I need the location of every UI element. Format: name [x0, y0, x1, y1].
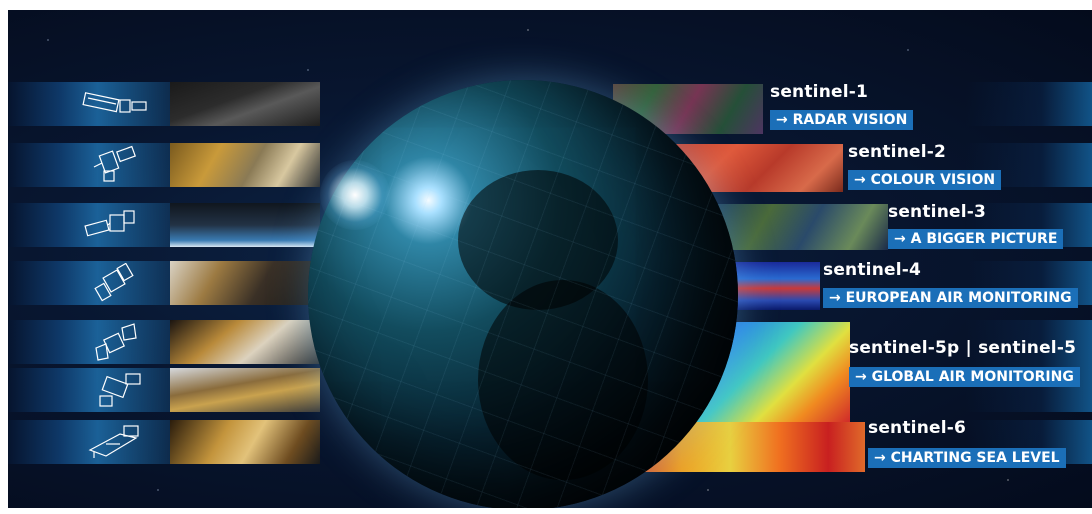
sentinel-5-satellite-icon — [60, 368, 170, 412]
sentinel-1-tagline-button[interactable]: → RADAR VISION — [770, 110, 914, 130]
sentinel-6-title: sentinel-6 — [868, 418, 967, 438]
sentinel-3-title: sentinel-3 — [888, 202, 987, 222]
sentinel-1-title: sentinel-1 — [770, 82, 869, 102]
sentinel-5p-photo — [170, 320, 320, 364]
arrow-right-icon: → — [874, 450, 886, 466]
sentinel-5p-satellite-icon — [60, 320, 170, 364]
sentinel-6-tagline-button[interactable]: → CHARTING SEA LEVEL — [868, 448, 1066, 468]
bigger-picture-image — [713, 204, 888, 250]
sentinel-5-title: sentinel-5p | sentinel-5 — [849, 338, 1077, 358]
sun-flare — [320, 160, 390, 230]
sentinel-3-tagline: A BIGGER PICTURE — [910, 231, 1058, 247]
sentinel-6-photo — [170, 420, 320, 464]
earth-globe — [308, 80, 738, 508]
arrow-right-icon: → — [894, 231, 906, 247]
sentinel-5-photo — [170, 368, 320, 412]
sentinel-2-tagline-button[interactable]: → COLOUR VISION — [848, 170, 1002, 190]
globe-grid — [308, 80, 738, 508]
arrow-right-icon: → — [855, 369, 867, 385]
sentinel-4-tagline-button[interactable]: → EUROPEAN AIR MONITORING — [823, 288, 1078, 308]
sentinel-1-tagline: RADAR VISION — [792, 112, 908, 128]
sentinel-5-tagline: GLOBAL AIR MONITORING — [871, 369, 1074, 385]
sentinel-3-photo — [170, 203, 320, 247]
copyright-mark — [1082, 476, 1088, 502]
sentinel-4-photo — [170, 261, 320, 305]
sentinel-1-photo — [170, 82, 320, 126]
sentinel-6-satellite-icon — [60, 420, 170, 464]
arrow-right-icon: → — [776, 112, 788, 128]
sentinel-2-satellite-icon — [60, 143, 170, 187]
arrow-right-icon: → — [854, 172, 866, 188]
sentinel-2-tagline: COLOUR VISION — [870, 172, 996, 188]
sentinel-2-photo — [170, 143, 320, 187]
sentinel-4-title: sentinel-4 — [823, 260, 922, 280]
africa-landmass — [478, 280, 648, 480]
sentinel-5-tagline-button[interactable]: → GLOBAL AIR MONITORING — [849, 367, 1080, 387]
sentinel-3-tagline-button[interactable]: → A BIGGER PICTURE — [888, 229, 1064, 249]
sentinel-4-satellite-icon — [60, 261, 170, 305]
arrow-right-icon: → — [829, 290, 841, 306]
sentinel-poster: sentinel-1 → RADAR VISION sentinel-2 → C… — [8, 10, 1092, 508]
sentinel-3-satellite-icon — [60, 203, 170, 247]
sentinel-6-tagline: CHARTING SEA LEVEL — [890, 450, 1060, 466]
sentinel-1-satellite-icon — [60, 82, 170, 126]
sentinel-2-title: sentinel-2 — [848, 142, 947, 162]
sentinel-4-tagline: EUROPEAN AIR MONITORING — [845, 290, 1072, 306]
